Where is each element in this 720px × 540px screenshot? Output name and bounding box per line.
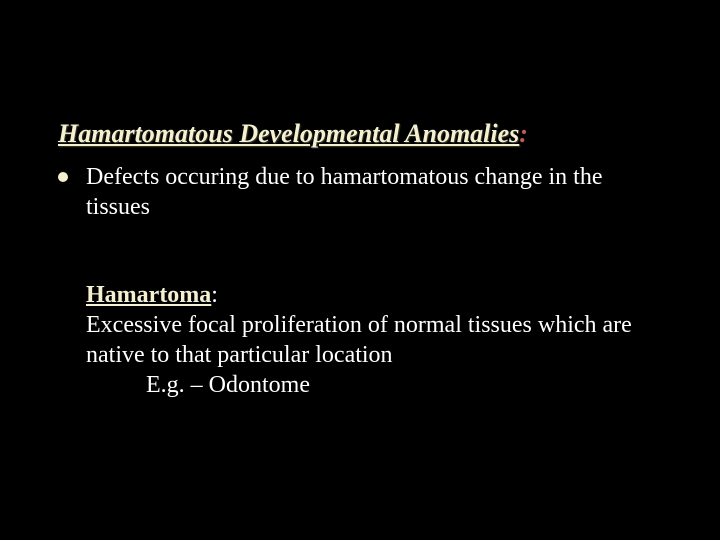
- bullet-item: Defects occuring due to hamartomatous ch…: [58, 162, 662, 222]
- slide-title: Hamartomatous Developmental Anomalies:: [58, 118, 528, 149]
- bullet-text: Defects occuring due to hamartomatous ch…: [86, 162, 662, 222]
- definition-block: Hamartoma: Excessive focal proliferation…: [86, 280, 662, 400]
- definition-example: E.g. – Odontome: [146, 370, 662, 400]
- definition-term-colon: :: [211, 282, 218, 308]
- definition-body: Excessive focal proliferation of normal …: [86, 310, 662, 370]
- slide-body: Defects occuring due to hamartomatous ch…: [58, 162, 662, 400]
- bullet-icon: [58, 172, 68, 182]
- definition-term: Hamartoma: [86, 282, 211, 308]
- slide: Hamartomatous Developmental Anomalies: D…: [0, 0, 720, 540]
- definition-term-line: Hamartoma:: [86, 280, 662, 310]
- title-colon: :: [519, 119, 528, 148]
- title-text: Hamartomatous Developmental Anomalies: [58, 119, 519, 148]
